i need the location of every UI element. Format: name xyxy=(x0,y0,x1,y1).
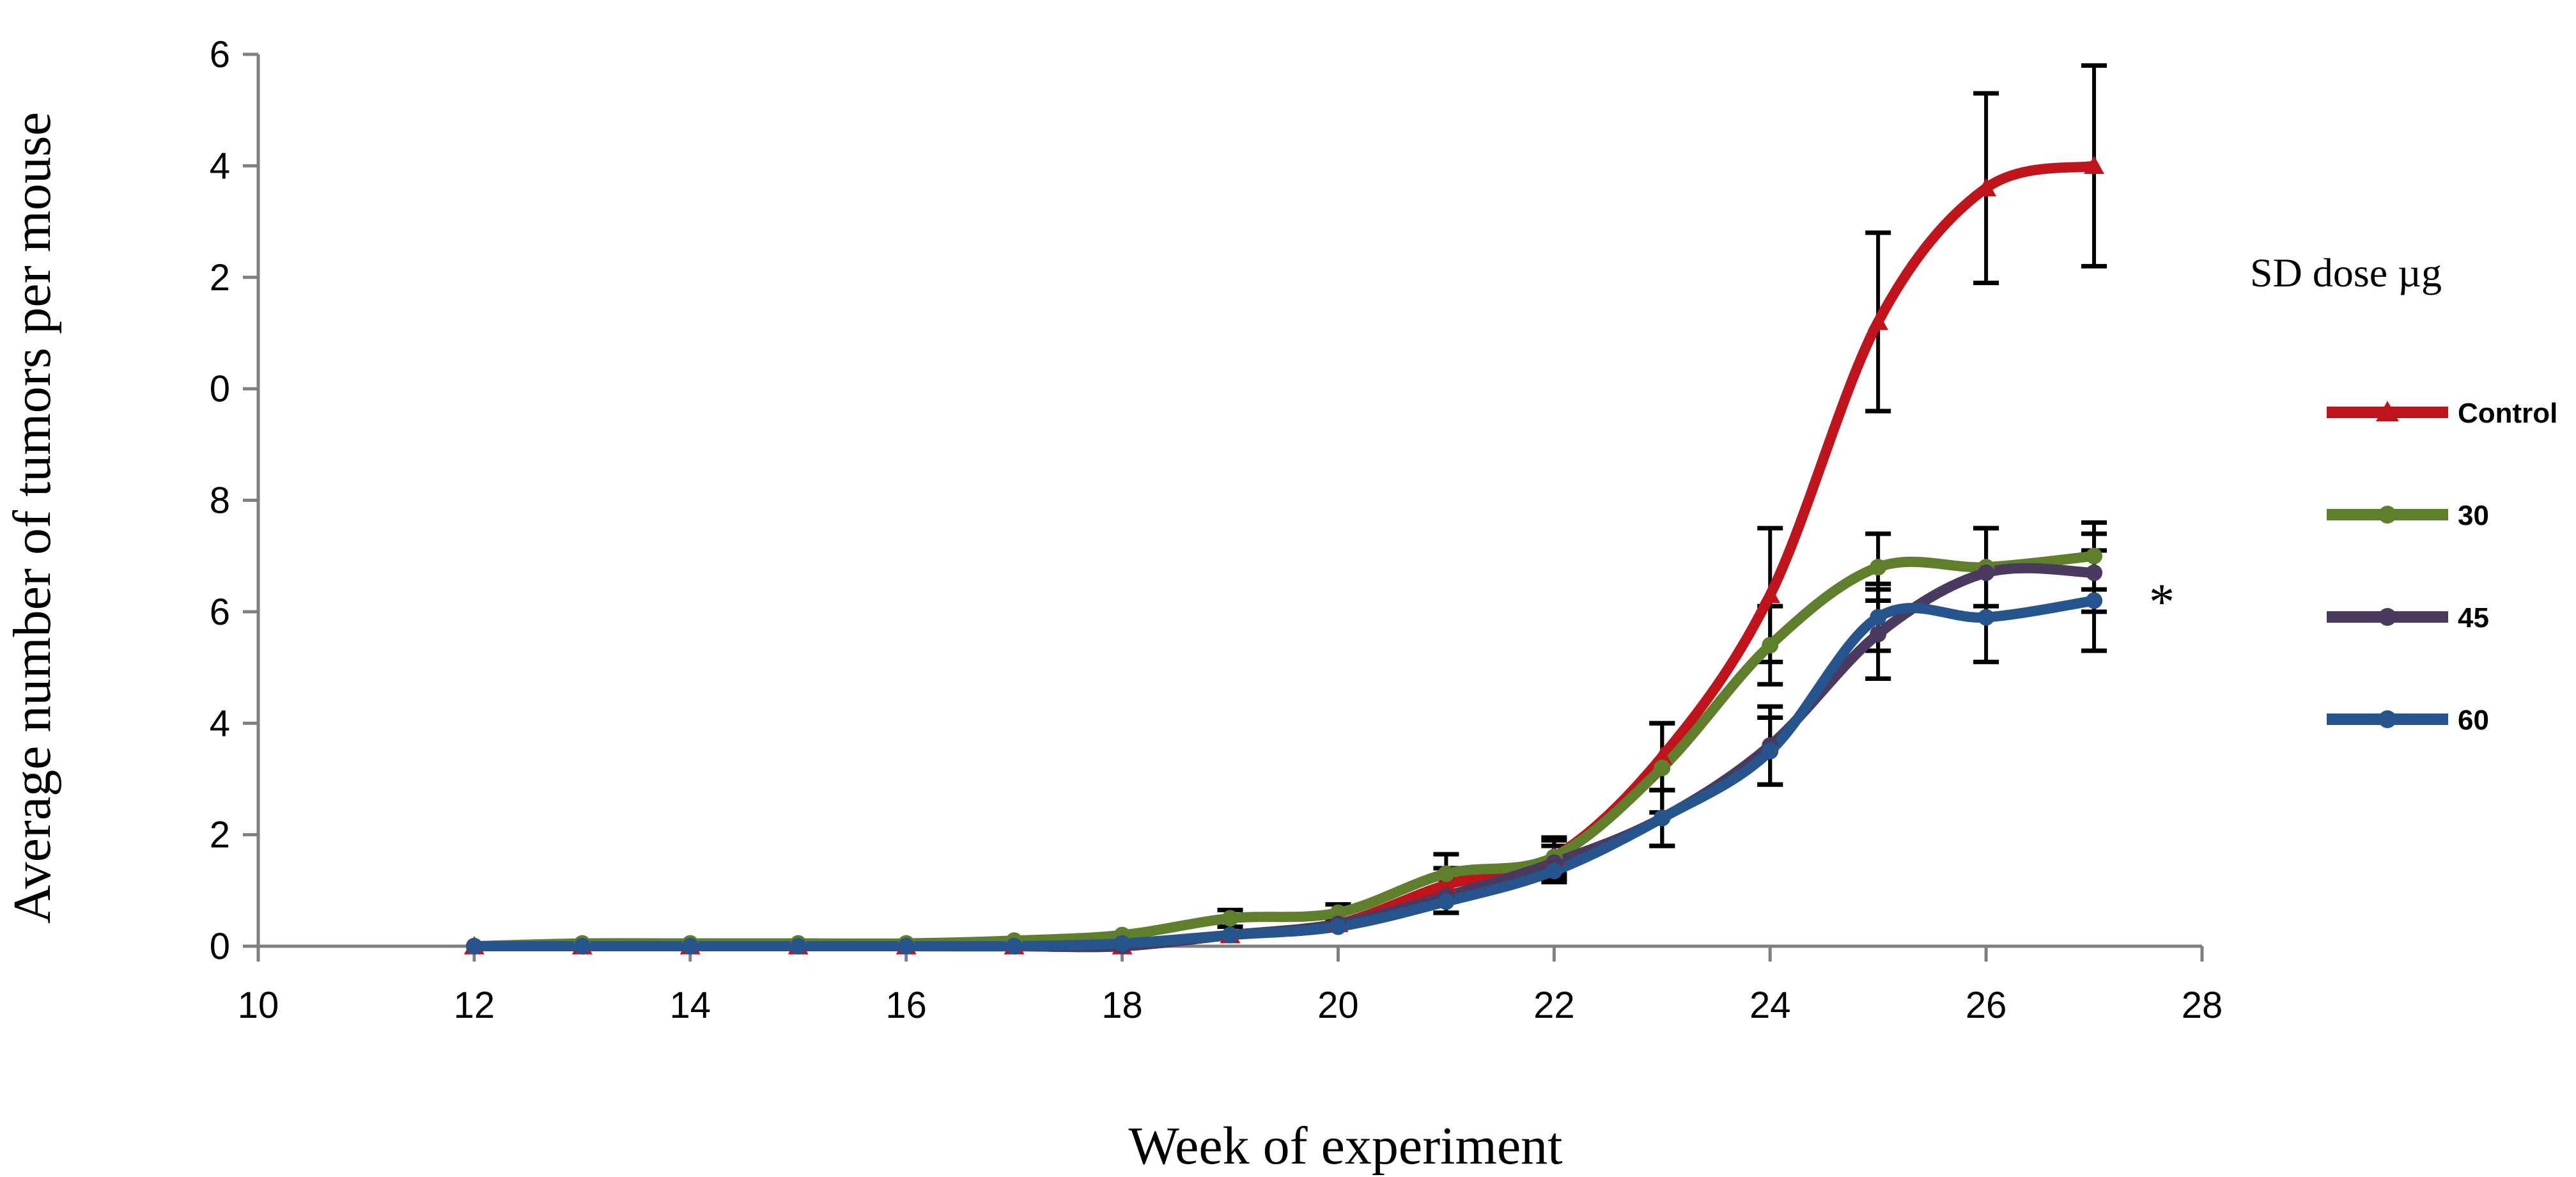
marker-60 xyxy=(465,938,483,955)
marker-60 xyxy=(1330,918,1347,935)
y-tick-label: 4 xyxy=(210,145,230,187)
y-tick-label: 2 xyxy=(210,257,230,299)
x-axis-title: Week of experiment xyxy=(1129,1116,1563,1176)
marker-60 xyxy=(1546,862,1563,880)
line-45 xyxy=(469,563,2100,953)
marker-45 xyxy=(1870,625,1887,643)
marker-60 xyxy=(1978,609,1995,626)
line-60 xyxy=(469,595,2100,952)
legend: SD dose µg Control 30 45 60 xyxy=(2250,250,2557,736)
significance-asterisk: * xyxy=(2149,574,2175,630)
x-tick-label: 14 xyxy=(670,985,711,1026)
marker-60 xyxy=(1222,926,1239,944)
marker-30 xyxy=(1762,637,1779,654)
marker-45 xyxy=(1978,564,1995,581)
legend-marker-45 xyxy=(2378,608,2396,626)
y-tick-label: 6 xyxy=(210,34,230,75)
marker-30 xyxy=(1222,910,1239,927)
marker-control xyxy=(1976,178,1997,197)
marker-control xyxy=(1760,584,1781,604)
y-tick-label: 8 xyxy=(210,480,230,522)
marker-control xyxy=(2084,155,2105,175)
marker-60 xyxy=(1870,609,1887,626)
y-tick-label: 0 xyxy=(210,926,230,967)
marker-60 xyxy=(1654,809,1671,827)
y-tick-label: 6 xyxy=(210,591,230,633)
marker-45 xyxy=(2086,564,2103,581)
legend-label-45: 45 xyxy=(2458,602,2489,634)
legend-label-60: 60 xyxy=(2458,705,2489,736)
x-tick-label: 20 xyxy=(1317,985,1359,1026)
marker-control xyxy=(1652,746,1673,765)
x-tick-label: 16 xyxy=(885,985,927,1026)
marker-60 xyxy=(573,938,591,955)
marker-control xyxy=(1436,875,1457,893)
marker-60 xyxy=(681,938,699,955)
x-tick-label: 22 xyxy=(1533,985,1575,1026)
marker-60 xyxy=(1438,893,1455,910)
y-tick-label: 2 xyxy=(210,815,230,856)
marker-60 xyxy=(1762,742,1779,760)
line-30 xyxy=(469,550,2100,951)
marker-60 xyxy=(789,938,807,955)
legend-label-control: Control xyxy=(2458,398,2557,429)
x-tick-label: 28 xyxy=(2182,985,2223,1026)
legend-label-30: 30 xyxy=(2458,500,2489,531)
y-tick-label: 4 xyxy=(210,703,230,744)
series-markers xyxy=(463,155,2105,955)
legend-marker-30 xyxy=(2378,506,2396,524)
marker-60 xyxy=(897,938,915,955)
x-tick-label: 18 xyxy=(1101,985,1143,1026)
x-tick-label: 24 xyxy=(1750,985,1791,1026)
marker-30 xyxy=(2086,547,2103,565)
x-tick-label: 26 xyxy=(1966,985,2007,1026)
y-tick-label: 0 xyxy=(210,368,230,410)
x-tick-label: 12 xyxy=(454,985,495,1026)
marker-60 xyxy=(1005,938,1023,955)
series-lines xyxy=(469,160,2100,953)
legend-title: SD dose µg xyxy=(2250,250,2442,295)
marker-30 xyxy=(1654,760,1671,776)
x-tick-label: 10 xyxy=(238,985,279,1026)
marker-60 xyxy=(1113,935,1131,952)
marker-control xyxy=(1868,311,1889,331)
marker-30 xyxy=(1870,559,1887,576)
legend-marker-control xyxy=(2376,401,2399,421)
line-control xyxy=(469,160,2100,953)
marker-30 xyxy=(1438,865,1455,882)
marker-60 xyxy=(2086,592,2103,609)
y-axis-title: Average number of tumors per mouse xyxy=(3,112,62,924)
legend-marker-60 xyxy=(2378,710,2396,728)
